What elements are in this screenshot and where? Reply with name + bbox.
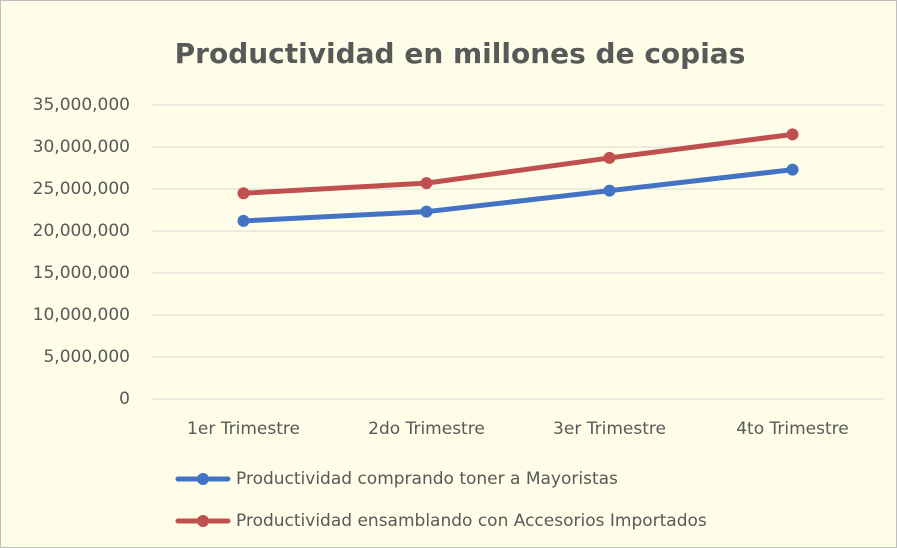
y-tick-label: 25,000,000: [33, 179, 130, 199]
y-tick-label: 0: [119, 389, 130, 409]
x-tick-label: 1er Trimestre: [187, 419, 300, 439]
y-tick-label: 10,000,000: [33, 305, 130, 325]
data-point: [420, 177, 433, 190]
legend-label: Productividad comprando toner a Mayorist…: [236, 469, 618, 489]
legend-label: Productividad ensamblando con Accesorios…: [236, 511, 707, 531]
series-line: [241, 131, 795, 196]
y-tick-label: 15,000,000: [33, 263, 130, 283]
data-point: [420, 205, 433, 218]
y-tick-label: 5,000,000: [43, 347, 130, 367]
data-point: [786, 128, 799, 141]
x-tick-label: 4to Trimestre: [736, 419, 849, 439]
data-point: [603, 184, 616, 197]
chart-title: Productividad en millones de copias: [175, 37, 746, 70]
legend-marker: [197, 473, 209, 485]
y-tick-label: 30,000,000: [33, 137, 130, 157]
data-point: [786, 163, 799, 176]
y-tick-label: 35,000,000: [33, 95, 130, 115]
x-tick-label: 3er Trimestre: [553, 419, 666, 439]
data-point: [603, 151, 616, 164]
data-point: [237, 214, 250, 227]
series-line: [241, 167, 795, 224]
legend-marker: [197, 515, 209, 527]
data-point: [237, 187, 250, 200]
x-tick-label: 2do Trimestre: [368, 419, 485, 439]
y-tick-label: 20,000,000: [33, 221, 130, 241]
